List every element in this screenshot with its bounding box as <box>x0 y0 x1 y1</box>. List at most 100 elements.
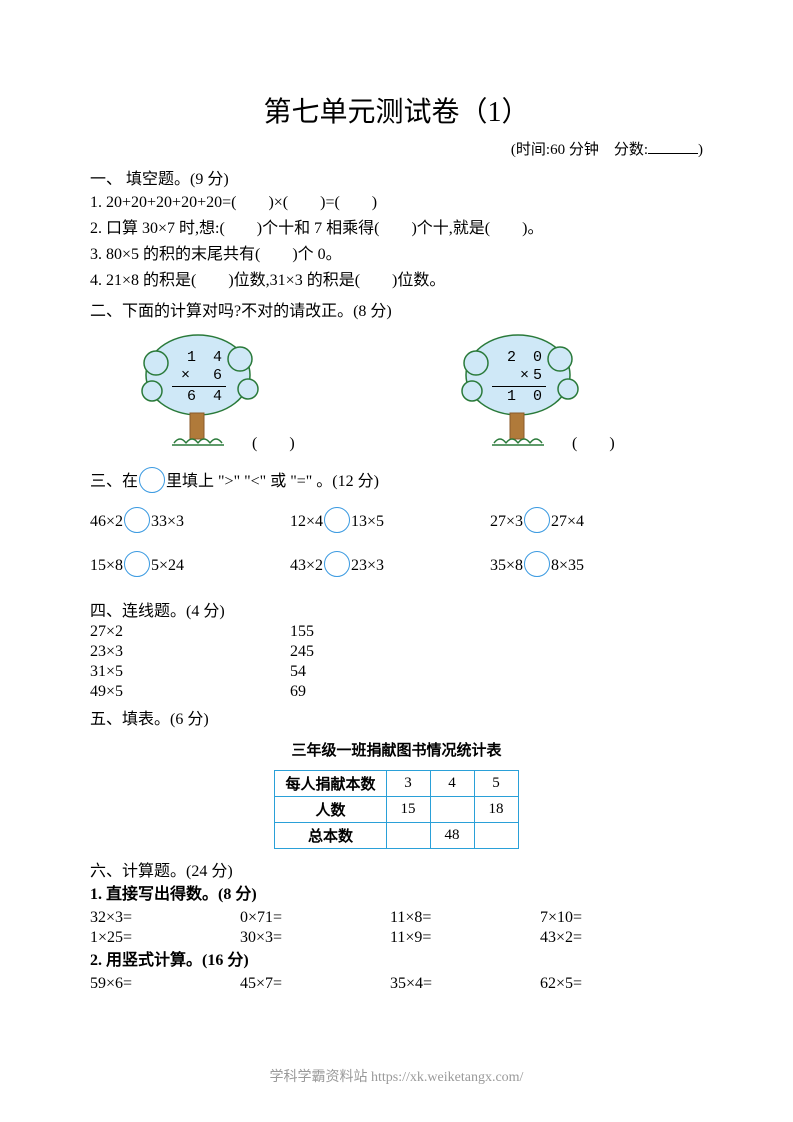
calc-row: 1×25= 30×3= 11×9= 43×2= <box>90 929 703 947</box>
circle-icon[interactable] <box>139 467 165 493</box>
calc-item: 32×3= <box>90 909 240 927</box>
score-blank[interactable] <box>648 153 698 154</box>
match-l: 23×3 <box>90 643 290 661</box>
calc-row: 59×6= 45×7= 35×4= 62×5= <box>90 975 703 993</box>
row-header: 每人捐献本数 <box>275 771 386 797</box>
circle-icon[interactable] <box>524 551 550 577</box>
table-cell[interactable] <box>386 823 430 849</box>
match-r: 245 <box>290 643 314 661</box>
calc-row: 32×3= 0×71= 11×8= 7×10= <box>90 909 703 927</box>
circle-icon[interactable] <box>124 551 150 577</box>
compare-row-2: 15×8 5×24 43×2 23×3 35×8 8×35 <box>90 553 703 579</box>
calc-item: 59×6= <box>90 975 240 993</box>
cmp-l: 35×8 <box>490 557 523 575</box>
time-label: (时间:60 分钟 <box>511 142 599 158</box>
calc-item: 43×2= <box>540 929 690 947</box>
circle-icon[interactable] <box>324 551 350 577</box>
circle-icon[interactable] <box>524 507 550 533</box>
sec3-pre: 三、在 <box>90 473 138 490</box>
tree-1: 1 4 × 6 6 4 ( ) <box>130 327 290 457</box>
table-cell[interactable]: 18 <box>474 797 518 823</box>
sec1-q1: 1. 20+20+20+20+20=( )×( )=( ) <box>90 191 703 215</box>
sec4-head: 四、连线题。(4 分) <box>90 597 703 621</box>
calc-item: 7×10= <box>540 909 690 927</box>
table-title: 三年级一班捐献图书情况统计表 <box>90 739 703 760</box>
footer-text: 学科学霸资料站 https://xk.weiketangx.com/ <box>0 1066 793 1086</box>
compare-item: 27×3 27×4 <box>490 509 690 535</box>
compare-item: 15×8 5×24 <box>90 553 290 579</box>
compare-item: 46×2 33×3 <box>90 509 290 535</box>
cmp-r: 27×4 <box>551 513 584 531</box>
sec5-head: 五、填表。(6 分) <box>90 705 703 729</box>
sec3-post: 里填上 ">" "<" 或 "=" 。(12 分) <box>166 473 379 490</box>
tree-2: 2 0 ×5 1 0 ( ) <box>450 327 610 457</box>
match-row: 27×2155 <box>90 623 703 641</box>
compare-item: 43×2 23×3 <box>290 553 490 579</box>
match-r: 54 <box>290 663 306 681</box>
calc-item: 35×4= <box>390 975 540 993</box>
tree2-b: ×5 <box>492 367 546 385</box>
match-row: 23×3245 <box>90 643 703 661</box>
cmp-r: 5×24 <box>151 557 184 575</box>
row-header: 总本数 <box>275 823 386 849</box>
table-cell[interactable]: 15 <box>386 797 430 823</box>
cmp-l: 46×2 <box>90 513 123 531</box>
circle-icon[interactable] <box>124 507 150 533</box>
sec6-head: 六、计算题。(24 分) <box>90 857 703 881</box>
tree2-a: 2 0 <box>492 349 546 367</box>
calc-item: 0×71= <box>240 909 390 927</box>
match-l: 31×5 <box>90 663 290 681</box>
cmp-r: 8×35 <box>551 557 584 575</box>
table-cell[interactable]: 48 <box>430 823 474 849</box>
table-row: 总本数 48 <box>275 823 518 849</box>
match-row: 49×569 <box>90 683 703 701</box>
calc-item: 11×9= <box>390 929 540 947</box>
sec1-q3: 3. 80×5 的积的末尾共有( )个 0。 <box>90 243 703 267</box>
table-cell: 4 <box>430 771 474 797</box>
match-l: 49×5 <box>90 683 290 701</box>
cmp-l: 27×3 <box>490 513 523 531</box>
row-header: 人数 <box>275 797 386 823</box>
match-r: 69 <box>290 683 306 701</box>
sec1-q2: 2. 口算 30×7 时,想:( )个十和 7 相乘得( )个十,就是( )。 <box>90 217 703 241</box>
tree1-paren[interactable]: ( ) <box>252 429 295 453</box>
table-row: 每人捐献本数 3 4 5 <box>275 771 518 797</box>
match-row: 31×554 <box>90 663 703 681</box>
page-title: 第七单元测试卷（1） <box>90 90 703 130</box>
sec2-head: 二、下面的计算对吗?不对的请改正。(8 分) <box>90 297 703 321</box>
sec1-q4: 4. 21×8 的积是( )位数,31×3 的积是( )位数。 <box>90 269 703 293</box>
calc-item: 11×8= <box>390 909 540 927</box>
tree1-b: × 6 <box>172 367 226 385</box>
table-cell[interactable] <box>430 797 474 823</box>
tree2-r: 1 0 <box>492 386 546 406</box>
tree1-a: 1 4 <box>172 349 226 367</box>
calc-item: 1×25= <box>90 929 240 947</box>
compare-item: 35×8 8×35 <box>490 553 690 579</box>
cmp-l: 15×8 <box>90 557 123 575</box>
table-cell: 3 <box>386 771 430 797</box>
tree2-paren[interactable]: ( ) <box>572 429 615 453</box>
table-cell[interactable] <box>474 823 518 849</box>
cmp-l: 12×4 <box>290 513 323 531</box>
compare-item: 12×4 13×5 <box>290 509 490 535</box>
cmp-r: 23×3 <box>351 557 384 575</box>
calc-item: 45×7= <box>240 975 390 993</box>
trees-row: 1 4 × 6 6 4 ( ) 2 0 ×5 1 0 ( ) <box>130 327 703 457</box>
sec3-head: 三、在 里填上 ">" "<" 或 "=" 。(12 分) <box>90 467 703 495</box>
cmp-r: 13×5 <box>351 513 384 531</box>
tree1-calc: 1 4 × 6 6 4 <box>172 349 226 406</box>
cmp-l: 43×2 <box>290 557 323 575</box>
tree1-r: 6 4 <box>172 386 226 406</box>
sec6-sub1-head: 1. 直接写出得数。(8 分) <box>90 883 703 907</box>
circle-icon[interactable] <box>324 507 350 533</box>
cmp-r: 33×3 <box>151 513 184 531</box>
score-label: 分数: <box>614 142 648 158</box>
match-l: 27×2 <box>90 623 290 641</box>
meta-line: (时间:60 分钟 分数:) <box>90 138 703 159</box>
tree2-calc: 2 0 ×5 1 0 <box>492 349 546 406</box>
meta-close: ) <box>698 142 703 158</box>
match-r: 155 <box>290 623 314 641</box>
sec6-sub2-head: 2. 用竖式计算。(16 分) <box>90 949 703 973</box>
calc-item: 62×5= <box>540 975 690 993</box>
calc-item: 30×3= <box>240 929 390 947</box>
